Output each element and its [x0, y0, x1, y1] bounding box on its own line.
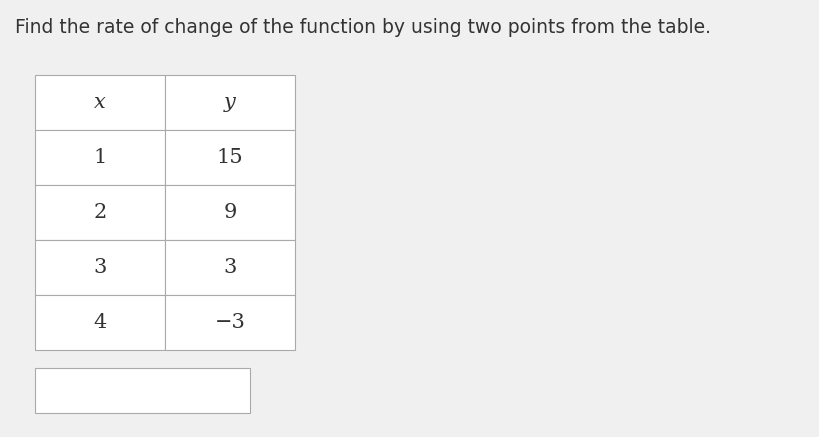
FancyBboxPatch shape: [35, 295, 165, 350]
FancyBboxPatch shape: [35, 368, 250, 413]
Text: 1: 1: [93, 148, 106, 167]
FancyBboxPatch shape: [165, 130, 295, 185]
Text: 3: 3: [224, 258, 237, 277]
FancyBboxPatch shape: [35, 185, 165, 240]
Text: 4: 4: [93, 313, 106, 332]
FancyBboxPatch shape: [165, 75, 295, 130]
Text: −3: −3: [215, 313, 246, 332]
FancyBboxPatch shape: [35, 130, 165, 185]
FancyBboxPatch shape: [165, 185, 295, 240]
Text: 3: 3: [93, 258, 106, 277]
FancyBboxPatch shape: [165, 295, 295, 350]
FancyBboxPatch shape: [165, 240, 295, 295]
FancyBboxPatch shape: [35, 240, 165, 295]
Text: Find the rate of change of the function by using two points from the table.: Find the rate of change of the function …: [15, 18, 711, 37]
Text: y: y: [224, 93, 236, 112]
Text: 2: 2: [93, 203, 106, 222]
Text: 15: 15: [217, 148, 243, 167]
FancyBboxPatch shape: [35, 75, 165, 130]
Text: x: x: [94, 93, 106, 112]
Text: 9: 9: [224, 203, 237, 222]
